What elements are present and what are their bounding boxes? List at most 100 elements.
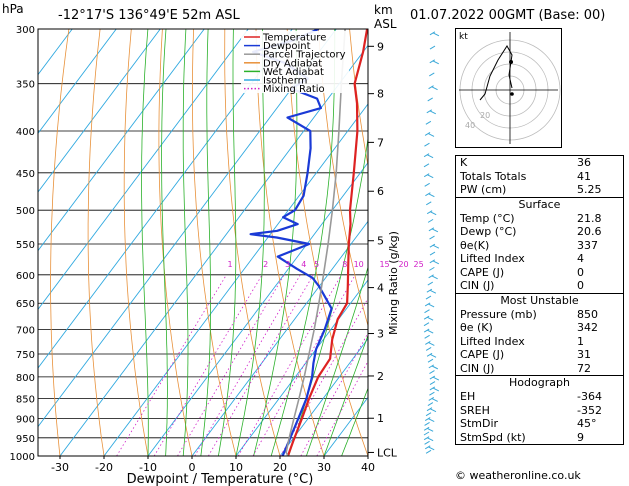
wind-barb: [425, 295, 432, 300]
wind-barb: [425, 192, 431, 197]
wind-barb: [426, 288, 433, 293]
dry-adiabat: [87, 29, 105, 456]
pressure-label: 900: [16, 415, 35, 426]
index-value: 36: [577, 156, 591, 169]
surface-row: θe(K) 337: [456, 239, 623, 253]
most-unstable-value: 1: [577, 334, 584, 348]
wind-barb: [424, 182, 430, 187]
pressure-label: 750: [16, 350, 35, 361]
pressure-label: 600: [16, 271, 35, 282]
x-tick-label: -30: [51, 461, 69, 474]
hodograph-storm-dot: [509, 60, 513, 64]
wind-barb-flag: [426, 316, 434, 321]
km-tick-label: 1: [377, 412, 384, 425]
surface-value: 20.6: [577, 225, 602, 238]
km-tick-label: 8: [377, 88, 384, 101]
wind-barb: [424, 417, 431, 422]
index-label: Totals Totals: [460, 169, 527, 183]
legend-entry: Dewpoint: [263, 41, 311, 52]
hodograph-ring-label: 20: [480, 111, 490, 120]
most-unstable-row: CIN (J) 72: [456, 362, 623, 376]
most-unstable-value: 72: [577, 361, 591, 375]
wind-barb: [428, 397, 434, 401]
isotherm-50: [412, 29, 455, 456]
surface-value: 0: [577, 279, 584, 292]
wind-barb-flag: [432, 60, 439, 65]
wind-barb: [428, 274, 434, 279]
surface-label: CAPE (J): [460, 265, 505, 279]
isotherm-0: [191, 220, 368, 456]
wind-barb: [429, 31, 436, 36]
wind-barb: [423, 328, 430, 333]
hodograph-origin-dot: [510, 92, 514, 96]
most-unstable-label: θe (K): [460, 321, 493, 334]
wet-adiabat: [253, 29, 298, 456]
hodograph-stat-value: -352: [577, 403, 602, 417]
km-tick-label: LCL: [377, 446, 398, 459]
wind-barb-flag: [426, 427, 434, 432]
indices-table: K 36 Totals Totals 41 PW (cm) 5.25: [455, 155, 624, 198]
mixing-ratio-axis-label: Mixing Ratio (g/kg): [387, 231, 400, 335]
wet-adiabat: [288, 135, 368, 456]
index-row: K 36: [456, 156, 623, 170]
most-unstable-title: Most Unstable: [500, 293, 579, 307]
asl-unit-label: ASL: [374, 17, 397, 31]
wind-barb: [429, 259, 436, 264]
hodograph-stat-value: -364: [577, 390, 602, 403]
wind-barb: [429, 72, 435, 77]
axes: 1 2 3 4 5 8 10 15 20 2530035040045050055060065070…: [10, 25, 424, 474]
credit-text: © weatheronline.co.uk: [455, 469, 581, 482]
wind-barb: [429, 59, 436, 64]
mixing-ratio-label: 3: [285, 260, 290, 269]
wind-barb-flag: [432, 244, 440, 249]
temperature-profile: [286, 29, 368, 456]
isotherm--60: [38, 29, 249, 311]
wind-barb: [429, 370, 435, 374]
surface-label: θe(K): [460, 238, 490, 252]
legend-entry: Isotherm: [263, 76, 307, 87]
x-tick-label: 0: [189, 461, 196, 474]
wind-barb-flag: [429, 289, 437, 294]
pressure-label: 550: [16, 240, 35, 251]
wind-barb-flag: [429, 408, 437, 413]
isotherm-10: [235, 279, 368, 456]
dry-adiabat: [50, 29, 70, 456]
mixing-ratio-line: [194, 274, 301, 456]
wind-barb: [427, 281, 434, 286]
surface-label: Temp (°C): [460, 211, 515, 225]
wind-barb: [427, 402, 434, 407]
wind-barb: [429, 375, 436, 380]
wind-barb: [426, 352, 433, 357]
hodograph-stat-row: EH -364: [456, 390, 623, 404]
dry-adiabat: [123, 29, 149, 456]
most-unstable-row: CAPE (J) 31: [456, 348, 623, 362]
wind-barb: [423, 426, 430, 431]
profile-lines: [249, 29, 368, 456]
wind-barb: [427, 218, 434, 223]
surface-title: Surface: [518, 197, 561, 211]
wind-barb-flag: [429, 353, 437, 358]
hodograph-stat-label: StmSpd (kt): [460, 430, 526, 444]
wet-adiabat: [218, 29, 237, 456]
mixing-ratio-label: 8: [342, 260, 347, 269]
x-tick-label: 10: [229, 461, 243, 474]
legend-entry: Parcel Trajectory: [263, 50, 346, 61]
wind-barb-flag: [432, 260, 440, 265]
legend-entry: Mixing Ratio: [263, 84, 325, 95]
x-tick-label: -10: [139, 461, 157, 474]
dry-adiabat: [318, 29, 368, 328]
wind-barb-flag: [432, 376, 440, 381]
pressure-label: 950: [16, 434, 35, 445]
isotherm--90: [38, 29, 117, 135]
most-unstable-value: 850: [577, 307, 598, 321]
index-value: 41: [577, 169, 591, 183]
wind-barb: [426, 109, 433, 114]
mixing-ratio-line: [177, 274, 285, 456]
pressure-label: 400: [16, 127, 35, 138]
wind-barb: [429, 386, 436, 391]
wind-barb: [429, 251, 436, 256]
wind-barb: [424, 132, 431, 136]
isotherm--100: [38, 29, 73, 76]
isotherm--80: [38, 29, 161, 193]
